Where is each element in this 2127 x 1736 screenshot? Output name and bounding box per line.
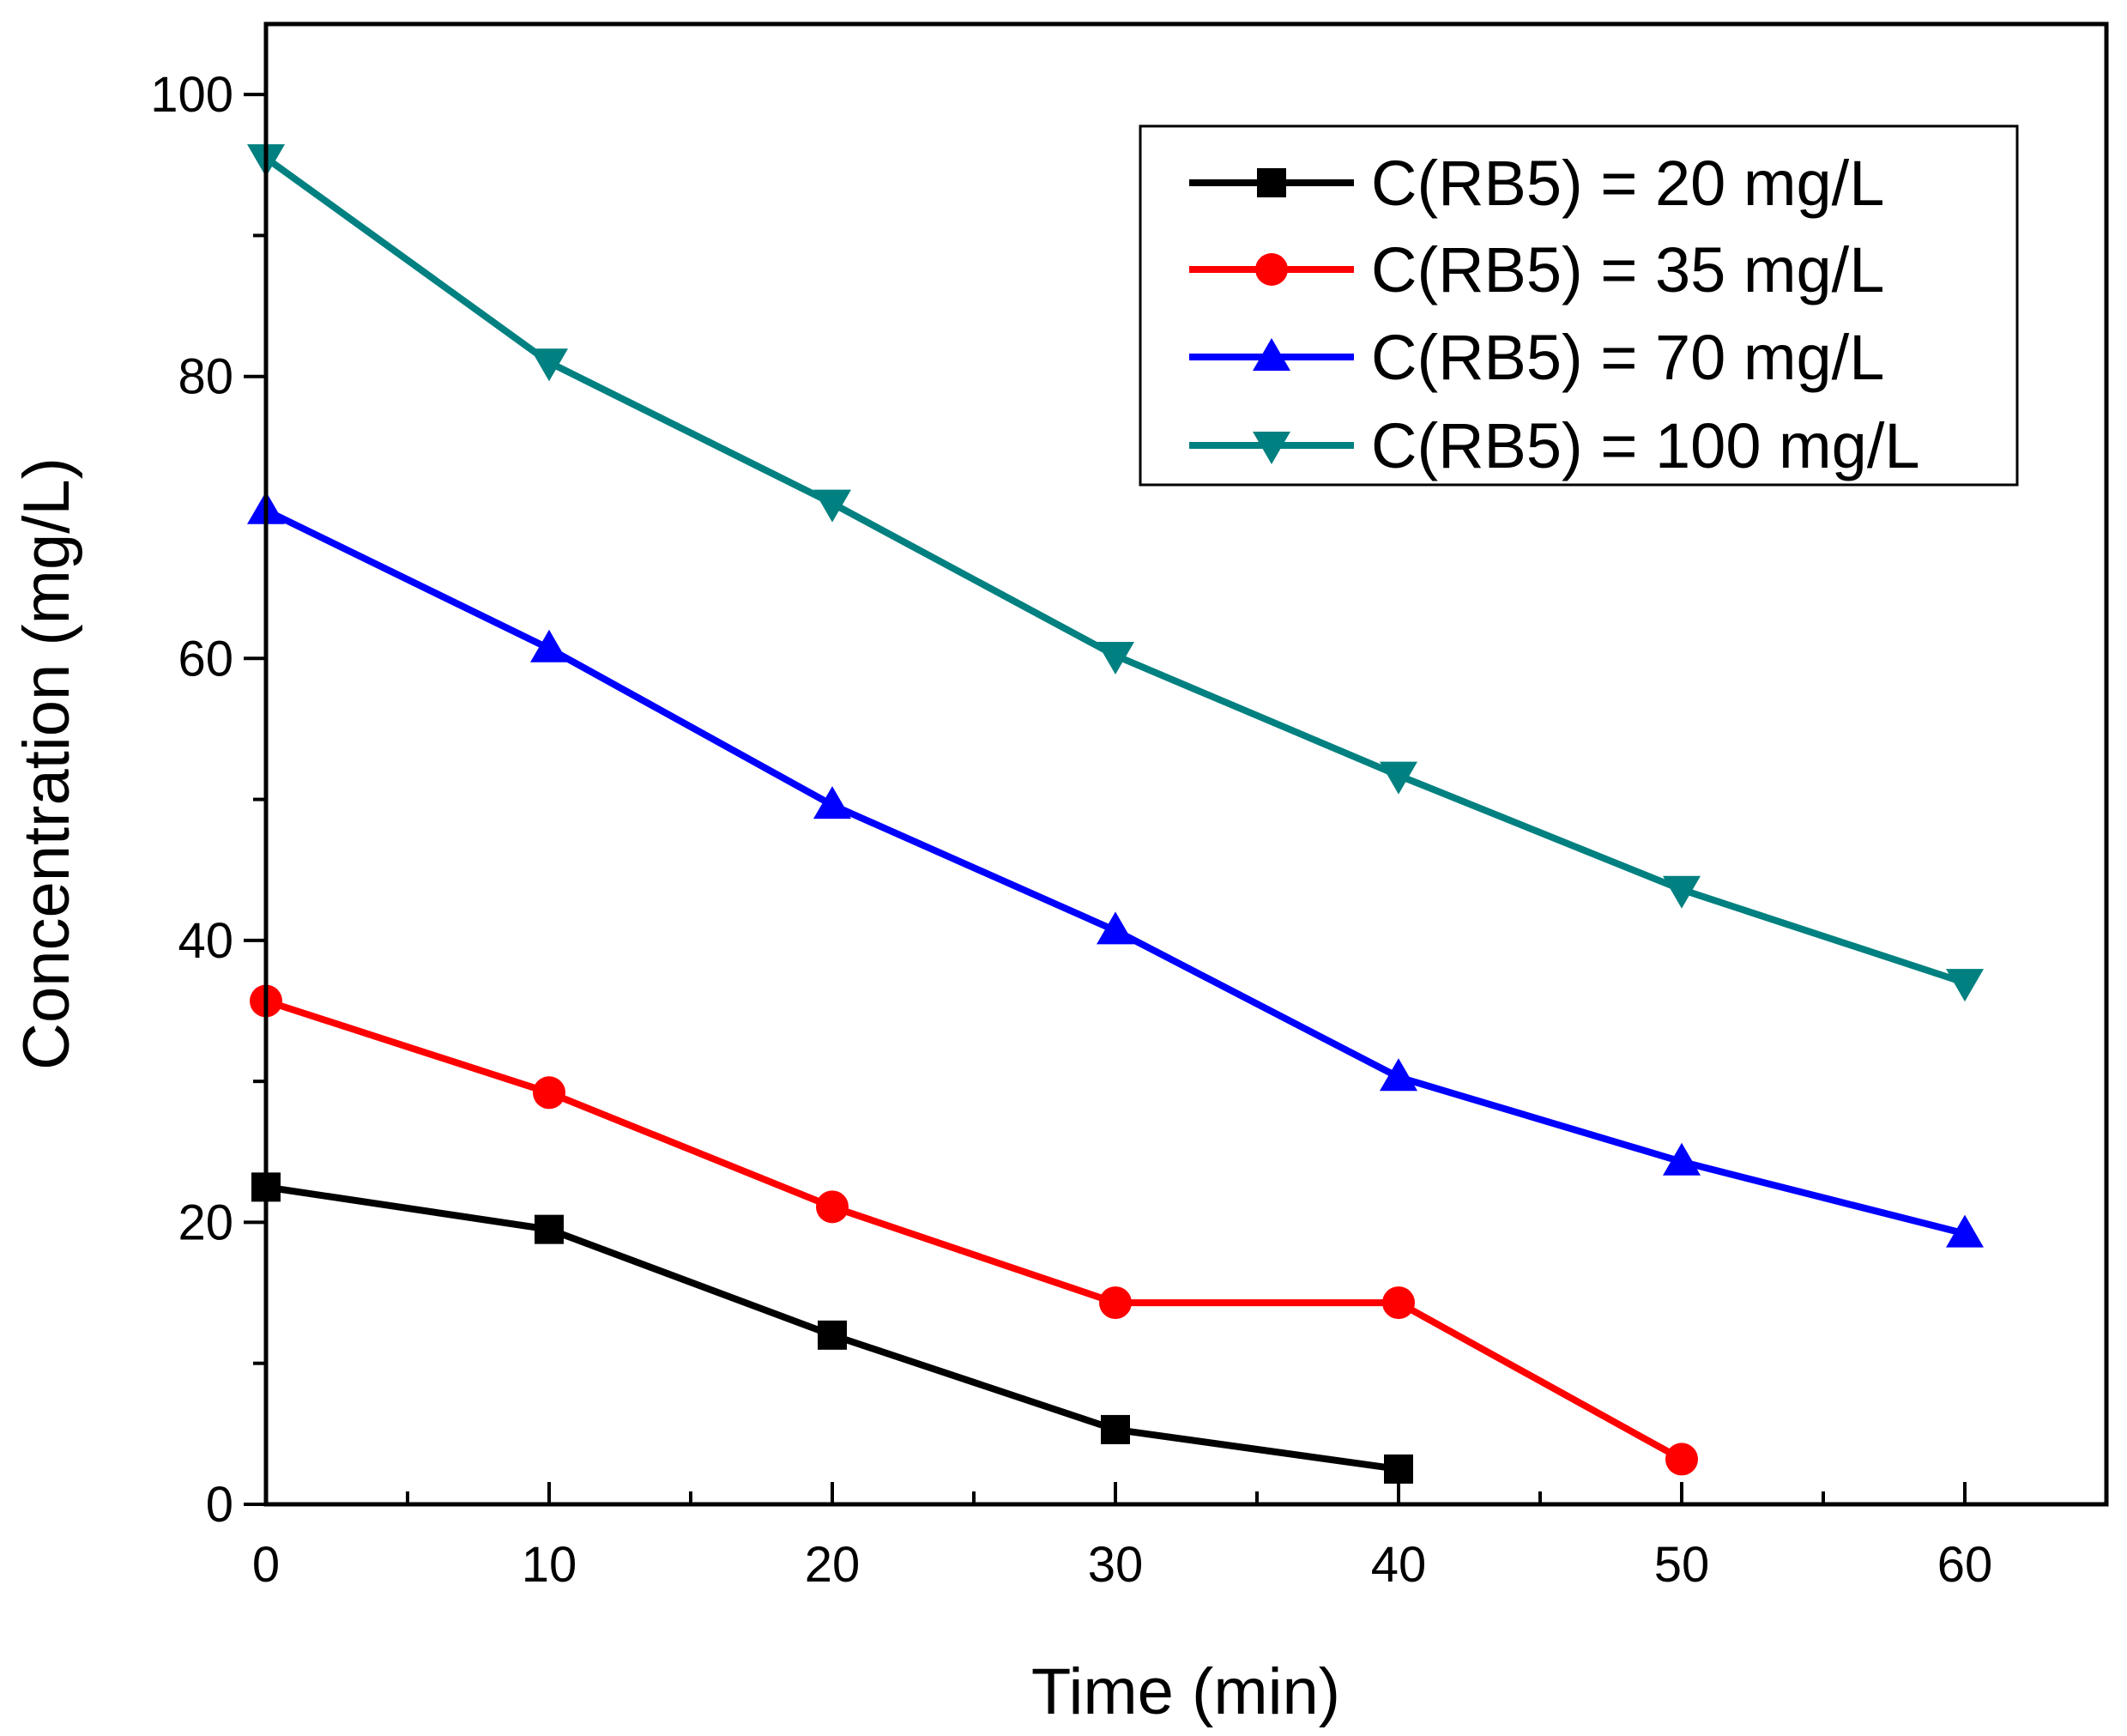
data-point-c-rb5-35-mg-l (533, 1076, 565, 1110)
x-tick-label: 30 (1088, 1537, 1144, 1593)
y-tick-label: 40 (178, 913, 233, 969)
x-tick-label: 60 (1937, 1537, 1993, 1593)
data-point-c-rb5-70-mg-l (530, 629, 568, 662)
data-point-c-rb5-35-mg-l (1099, 1286, 1132, 1320)
data-point-c-rb5-100-mg-l (1097, 642, 1134, 674)
data-point-c-rb5-20-mg-l (1384, 1454, 1413, 1484)
x-axis-title: Time (min) (1031, 1655, 1340, 1728)
data-point-c-rb5-20-mg-l (535, 1214, 564, 1244)
data-point-c-rb5-70-mg-l (813, 786, 851, 820)
legend-marker-c-rb5-35-mg-l (1255, 253, 1288, 286)
data-point-c-rb5-100-mg-l (1380, 761, 1417, 795)
x-tick-label: 0 (252, 1537, 280, 1593)
legend-label-c-rb5-70-mg-l: C(RB5) = 70 mg/L (1371, 322, 1884, 393)
data-point-c-rb5-35-mg-l (816, 1190, 849, 1224)
legend-marker-c-rb5-20-mg-l (1257, 168, 1286, 197)
plot-frame (263, 21, 2109, 1507)
x-tick-label: 50 (1654, 1537, 1710, 1593)
legend-label-c-rb5-35-mg-l: C(RB5) = 35 mg/L (1371, 234, 1884, 305)
data-point-c-rb5-35-mg-l (1382, 1286, 1415, 1320)
data-point-c-rb5-35-mg-l (1665, 1443, 1698, 1476)
legend-label-c-rb5-100-mg-l: C(RB5) = 100 mg/L (1371, 410, 1920, 481)
data-point-c-rb5-20-mg-l (818, 1320, 847, 1350)
legend-marker-c-rb5-70-mg-l (1253, 338, 1290, 371)
legend-label-c-rb5-20-mg-l: C(RB5) = 20 mg/L (1371, 148, 1884, 219)
data-point-c-rb5-70-mg-l (1097, 911, 1134, 945)
series-line-c-rb5-35-mg-l (264, 997, 1683, 1462)
data-point-c-rb5-100-mg-l (813, 489, 851, 523)
y-tick-label: 100 (150, 67, 233, 123)
data-point-c-rb5-70-mg-l (1663, 1142, 1701, 1176)
data-point-c-rb5-20-mg-l (1101, 1414, 1130, 1444)
y-axis-title: Concentration (mg/L) (10, 457, 83, 1070)
y-tick-label: 60 (178, 631, 233, 687)
legend-marker-c-rb5-100-mg-l (1253, 432, 1290, 464)
y-tick-label: 80 (178, 349, 233, 405)
x-tick-label: 20 (805, 1537, 861, 1593)
data-point-c-rb5-70-mg-l (1380, 1058, 1417, 1092)
tick-labels: 0 10 20 30 40 50 60 0 20 40 60 80 100 (150, 67, 1992, 1593)
data-point-c-rb5-100-mg-l (530, 348, 568, 382)
x-tick-label: 10 (522, 1537, 577, 1593)
x-tick-label: 40 (1371, 1537, 1427, 1593)
series-c-rb5-35-mg-l (250, 984, 1698, 1476)
data-point-c-rb5-100-mg-l (1663, 875, 1701, 909)
y-tick-label: 20 (178, 1195, 233, 1250)
plot-series (247, 144, 1984, 1484)
legend: C(RB5) = 20 mg/L C(RB5) = 35 mg/L C(RB5) =… (1139, 124, 2019, 487)
data-point-c-rb5-100-mg-l (1946, 969, 1984, 1002)
data-point-c-rb5-70-mg-l (1946, 1214, 1984, 1248)
y-tick-label: 0 (206, 1477, 233, 1533)
